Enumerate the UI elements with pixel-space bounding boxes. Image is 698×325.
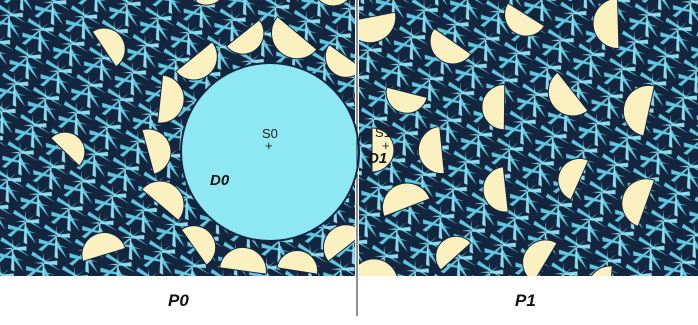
panel-label: P0: [168, 291, 189, 310]
diagram: S0 + D0 S1 + D1 P0 P1: [0, 0, 698, 325]
texture: [359, 0, 698, 276]
half-disk: [185, 297, 218, 325]
domain-label: D0: [210, 172, 230, 189]
panel-label: P1: [515, 291, 536, 310]
page: S0 + D0 S1 + D1 P0 P1 (() => { const dat…: [0, 0, 698, 325]
half-disk: [313, 298, 345, 325]
right-panel: [345, 0, 698, 313]
domain-label: D1: [368, 150, 387, 167]
source-marker: +: [265, 138, 273, 153]
